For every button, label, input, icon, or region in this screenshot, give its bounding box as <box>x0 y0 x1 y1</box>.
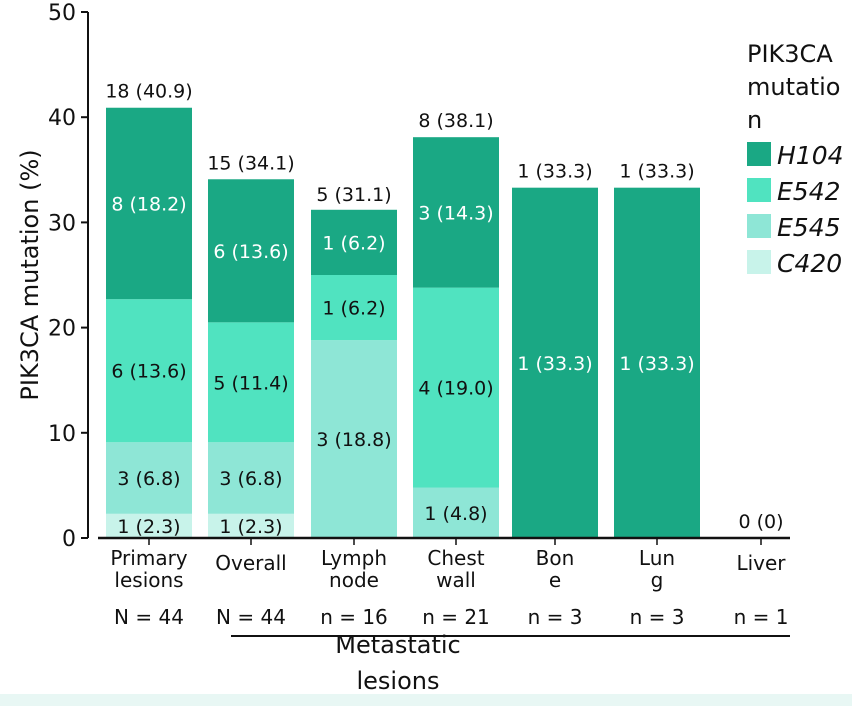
legend-swatch-c420 <box>747 250 771 274</box>
bar-segment-h104 <box>208 179 294 323</box>
x-category-label: Primary <box>110 546 187 570</box>
bar-segment-h104 <box>512 187 598 538</box>
total-label: 0 (0) <box>738 511 783 533</box>
y-tick-label: 0 <box>62 527 76 552</box>
n-label: N = 44 <box>216 605 286 629</box>
bar-segment-h104 <box>106 107 192 300</box>
total-label: 15 (34.1) <box>207 152 294 174</box>
legend-entry: E545 <box>777 213 841 242</box>
x-category-label: Liver <box>736 551 786 575</box>
segment-label: 1 (4.8) <box>424 503 487 525</box>
total-label: 1 (33.3) <box>517 161 592 183</box>
x-category-label: Overall <box>215 551 286 575</box>
segment-label: 8 (18.2) <box>111 193 186 215</box>
segment-label: 1 (6.2) <box>322 232 385 254</box>
n-label: n = 3 <box>630 605 685 629</box>
segment-label: 3 (6.8) <box>117 468 180 490</box>
n-label: n = 21 <box>422 605 490 629</box>
legend-title: n <box>747 106 762 134</box>
total-label: 5 (31.1) <box>316 184 391 206</box>
legend-swatch-e542 <box>747 178 771 202</box>
segment-label: 6 (13.6) <box>213 241 288 263</box>
x-category-label: Chest <box>427 546 484 570</box>
segment-label: 3 (14.3) <box>418 202 493 224</box>
y-axis-label: PIK3CA mutation (%) <box>16 149 44 400</box>
y-tick-label: 50 <box>48 1 76 26</box>
segment-label: 5 (11.4) <box>213 372 288 394</box>
bar-segment-e545 <box>208 442 294 514</box>
total-label: 8 (38.1) <box>418 110 493 132</box>
segment-label: 1 (6.2) <box>322 298 385 320</box>
n-label: n = 1 <box>734 605 789 629</box>
x-category-label: node <box>329 568 379 592</box>
bar-segment-c420 <box>106 513 192 538</box>
bar-segment-h104 <box>614 187 700 538</box>
x-category-label: wall <box>436 568 476 592</box>
x-category-label: lesions <box>114 568 183 592</box>
segment-label: 1 (2.3) <box>117 516 180 538</box>
bar-segment-e542 <box>106 299 192 443</box>
x-category-label: e <box>549 568 561 592</box>
legend-title: PIK3CA <box>747 40 833 68</box>
bottom-band <box>0 694 852 706</box>
legend-entry: C420 <box>777 249 842 278</box>
segment-label: 3 (18.8) <box>316 429 391 451</box>
bar-segment-h104 <box>311 209 397 275</box>
bar-segment-c420 <box>208 513 294 538</box>
n-label: n = 3 <box>528 605 583 629</box>
bar-segment-h104 <box>413 137 499 288</box>
segment-label: 1 (33.3) <box>619 353 694 375</box>
group-label: lesions <box>356 667 439 695</box>
bar-segment-e542 <box>311 275 397 341</box>
bar-segment-e542 <box>413 287 499 488</box>
segment-label: 1 (2.3) <box>219 516 282 538</box>
y-tick-label: 30 <box>48 211 76 236</box>
bar-segment-e542 <box>208 322 294 443</box>
total-label: 1 (33.3) <box>619 161 694 183</box>
legend-title: mutatio <box>747 73 840 101</box>
legend-entry: H104 <box>777 141 844 170</box>
n-label: n = 16 <box>320 605 388 629</box>
total-label: 18 (40.9) <box>105 81 192 103</box>
y-tick-label: 40 <box>48 106 76 131</box>
bar-segment-e545 <box>311 340 397 538</box>
segment-label: 4 (19.0) <box>418 378 493 400</box>
bar-segment-e545 <box>413 487 499 538</box>
x-category-label: Bon <box>536 546 575 570</box>
group-label: Metastatic <box>335 631 460 659</box>
n-label: N = 44 <box>114 605 184 629</box>
segment-label: 1 (33.3) <box>517 353 592 375</box>
y-tick-label: 20 <box>48 317 76 342</box>
x-category-label: g <box>651 568 664 592</box>
y-tick-label: 10 <box>48 422 76 447</box>
x-category-label: Lymph <box>321 546 387 570</box>
x-category-label: Lun <box>639 546 675 570</box>
legend-swatch-h104 <box>747 142 771 166</box>
bar-segment-e545 <box>106 442 192 514</box>
legend-swatch-e545 <box>747 214 771 238</box>
segment-label: 6 (13.6) <box>111 361 186 383</box>
legend-entry: E542 <box>777 177 841 206</box>
segment-label: 3 (6.8) <box>219 468 282 490</box>
